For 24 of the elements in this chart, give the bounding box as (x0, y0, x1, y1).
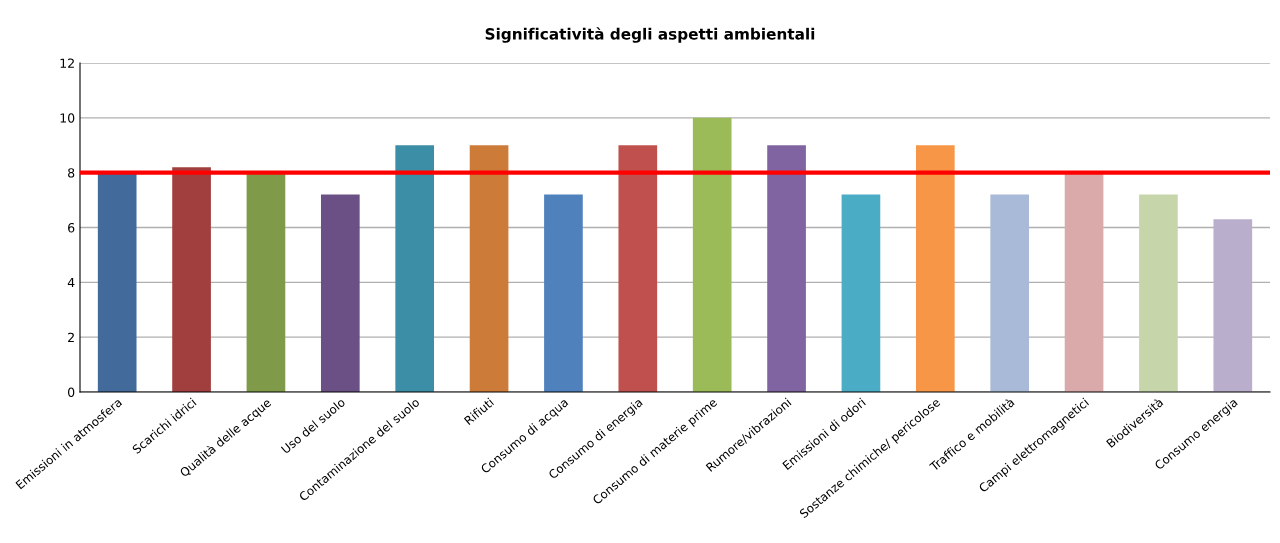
bar (1213, 219, 1253, 392)
bar (246, 172, 286, 392)
y-tick-label: 12 (60, 58, 74, 68)
bar (841, 194, 881, 392)
bar (1064, 172, 1104, 392)
bar (320, 194, 360, 392)
bar (544, 194, 583, 392)
bar (1139, 194, 1178, 392)
bar (395, 145, 435, 392)
bar (618, 145, 658, 392)
y-tick-label: 4 (67, 277, 75, 288)
bar (767, 145, 806, 392)
bar (172, 167, 211, 392)
y-tick-label: 0 (68, 387, 75, 397)
bar (915, 145, 955, 392)
y-tick-label: 10 (60, 113, 75, 123)
chart-title: Significatività degli aspetti ambientali (485, 27, 815, 43)
y-tick-label: 8 (68, 168, 75, 178)
bar (469, 145, 509, 392)
bar (990, 194, 1030, 392)
y-tick-label: 2 (68, 332, 74, 342)
bar (692, 117, 732, 392)
y-tick-label: 6 (68, 222, 75, 233)
bar (97, 172, 137, 392)
